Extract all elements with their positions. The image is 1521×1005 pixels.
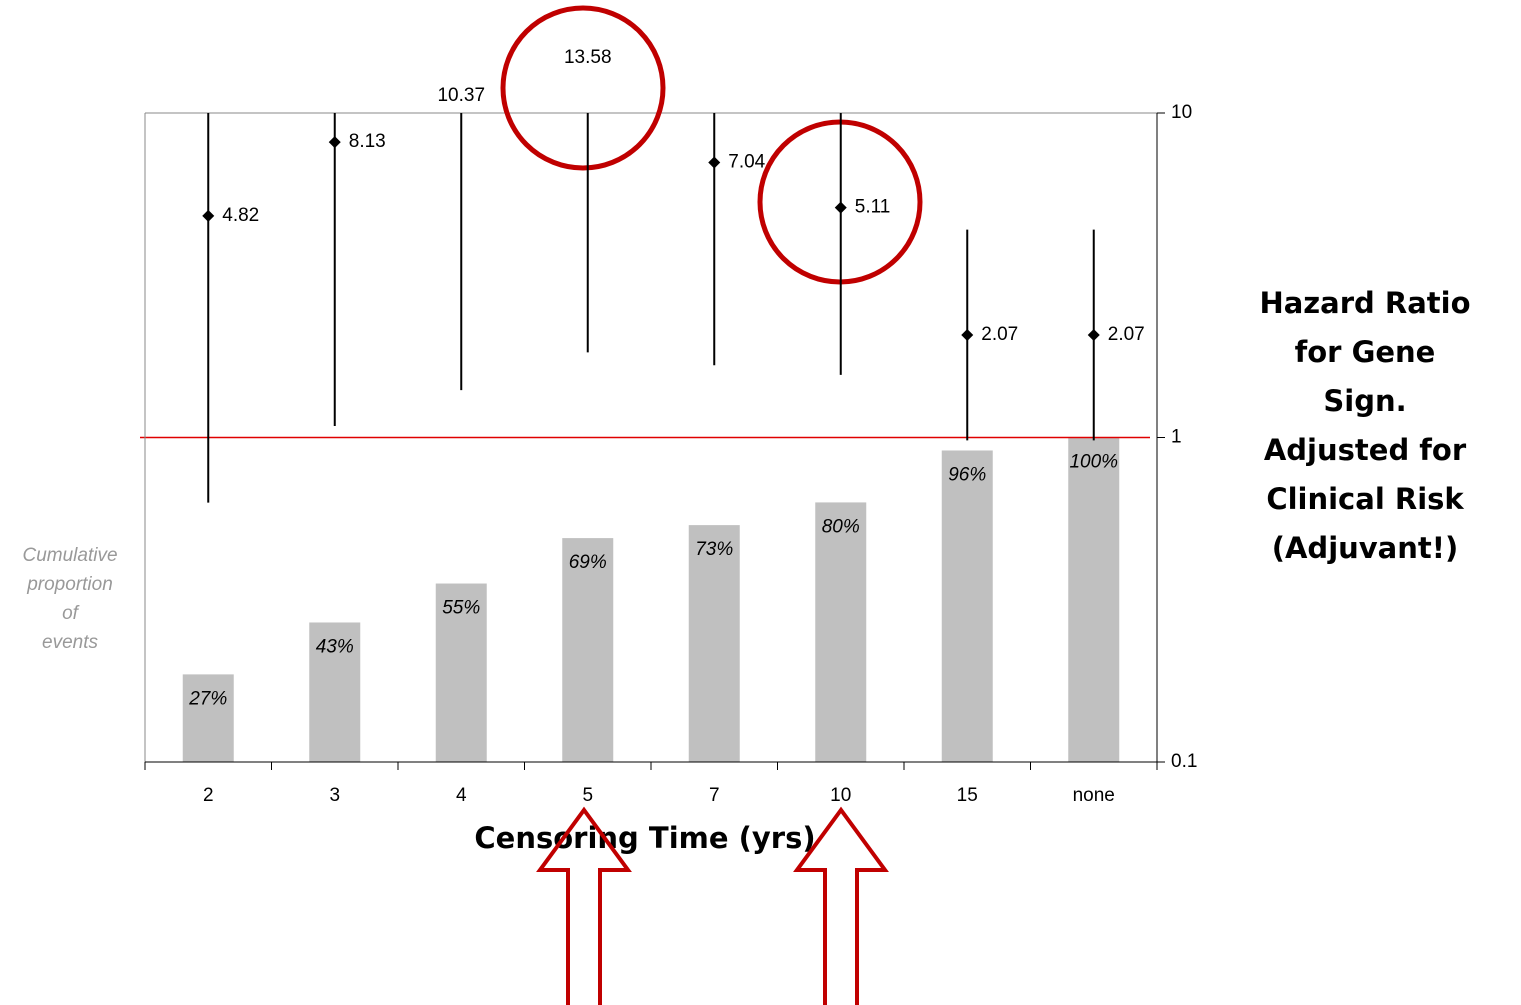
bar-label: 43% (316, 636, 354, 657)
bar-label: 73% (695, 539, 733, 560)
point-label: 8.13 (349, 131, 386, 152)
right-title: (Adjuvant!) (1272, 531, 1459, 565)
bar-label: 55% (442, 598, 480, 619)
side-note: Cumulative (22, 545, 117, 566)
bar (309, 622, 361, 762)
y-tick-label: 10 (1171, 102, 1192, 123)
right-title: for Gene (1295, 335, 1436, 369)
point-label: 13.58 (564, 47, 612, 68)
bar (562, 538, 614, 762)
x-tick-label: 4 (456, 785, 467, 806)
bar (815, 502, 867, 762)
marker (460, 113, 463, 114)
point-label: 2.07 (1108, 324, 1145, 345)
marker (1087, 328, 1100, 341)
x-tick-label: 10 (830, 785, 851, 806)
bar-label: 69% (569, 552, 607, 573)
bar-label: 100% (1069, 452, 1118, 473)
x-axis-title: Censoring Time (yrs) (474, 821, 815, 855)
bar (688, 525, 740, 762)
point-label: 4.82 (222, 205, 259, 226)
arrow (793, 806, 889, 1005)
y-tick-label: 0.1 (1171, 751, 1197, 772)
marker (708, 156, 721, 169)
x-tick-label: none (1073, 785, 1115, 806)
marker (834, 201, 847, 214)
plot-clip (202, 113, 1100, 503)
y-tick-label: 1 (1171, 427, 1182, 448)
side-note: of (62, 603, 80, 624)
highlight-circle (500, 5, 666, 171)
right-title: Hazard Ratio (1259, 286, 1470, 320)
right-title: Sign. (1323, 384, 1406, 418)
marker (961, 328, 974, 341)
bar-label: 96% (948, 464, 986, 485)
bar (182, 674, 234, 762)
side-note: proportion (26, 574, 113, 595)
x-tick-label: 3 (329, 785, 340, 806)
point-label: 2.07 (981, 324, 1018, 345)
point-label: 10.37 (437, 85, 485, 106)
bar (1068, 437, 1120, 762)
right-title: Clinical Risk (1266, 482, 1464, 516)
right-title: Adjusted for (1264, 433, 1467, 467)
x-tick-label: 7 (709, 785, 720, 806)
point-label: 5.11 (855, 197, 891, 218)
point-label: 7.04 (728, 151, 765, 172)
x-tick-label: 15 (957, 785, 978, 806)
marker (328, 136, 341, 149)
bar (941, 450, 993, 762)
side-note: events (42, 632, 98, 653)
plot-layer (140, 436, 1150, 762)
x-tick-label: 2 (203, 785, 214, 806)
bar (435, 583, 487, 762)
bar-label: 27% (188, 688, 227, 709)
x-tick-label: 5 (582, 785, 593, 806)
arrow (536, 806, 632, 1005)
bar-label: 80% (822, 516, 860, 537)
marker (202, 209, 215, 222)
